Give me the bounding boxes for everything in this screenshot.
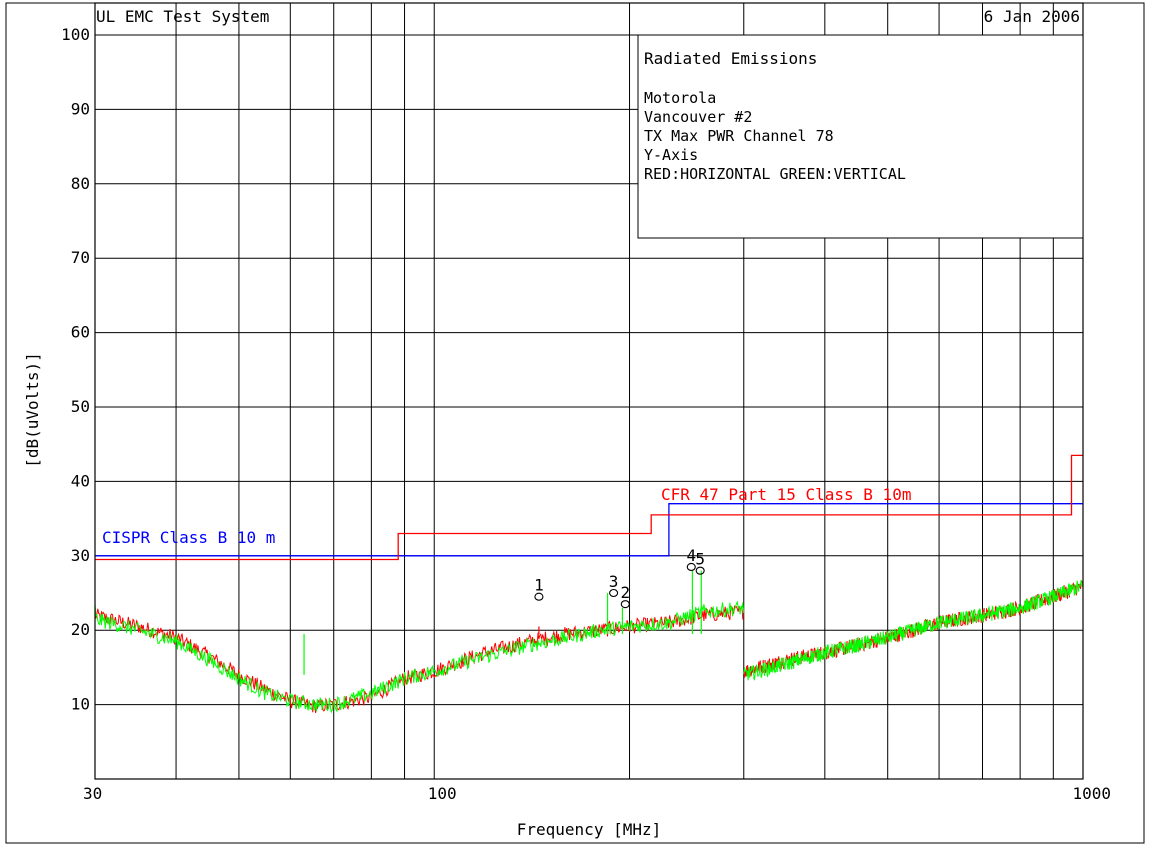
- info-line-site: Vancouver #2: [644, 108, 752, 126]
- y-tick-label: 70: [71, 248, 90, 267]
- peak-marker-label: 3: [609, 572, 619, 591]
- info-box: Radiated Emissions Motorola Vancouver #2…: [637, 34, 1084, 239]
- peak-marker-label: 1: [534, 576, 544, 595]
- peak-marker-circle: [686, 562, 696, 572]
- peak-marker-circle: [609, 588, 619, 598]
- peak-marker-label: 5: [695, 550, 705, 569]
- y-tick-label: 10: [71, 695, 90, 714]
- limit-lines: [95, 454, 1083, 561]
- vertical-trace: [743, 579, 1084, 681]
- info-line-manufacturer: Motorola: [644, 89, 716, 107]
- y-axis-label: [dB(uVolts)]: [23, 352, 42, 468]
- y-tick-label: 50: [71, 397, 90, 416]
- info-box-title: Radiated Emissions: [644, 49, 817, 68]
- y-tick-label: 20: [71, 620, 90, 639]
- y-tick-label: 80: [71, 174, 90, 193]
- peak-marker-label: 2: [620, 583, 630, 602]
- y-tick-label: 100: [61, 25, 90, 44]
- x-tick-label: 30: [83, 784, 102, 803]
- y-tick-label: 90: [71, 99, 90, 118]
- info-box-frame: [637, 34, 1084, 239]
- vertical-trace: [94, 600, 745, 714]
- info-line-mode: TX Max PWR Channel 78: [644, 127, 834, 145]
- limit-line: [95, 454, 1083, 561]
- peak-marker-label: 4: [686, 546, 696, 565]
- tick-labels: 10 20 30 40 50 60 70 80 90 100 30 100 1000: [61, 25, 1111, 803]
- peak-marker-circle: [695, 566, 705, 575]
- info-line-legend: RED:HORIZONTAL GREEN:VERTICAL: [644, 165, 906, 183]
- peak-markers: 1 23 4 5: [534, 546, 705, 609]
- x-axis-label: Frequency [MHz]: [517, 820, 662, 839]
- fcc-limit-label: CFR 47 Part 15 Class B 10m: [661, 485, 911, 504]
- y-tick-label: 30: [71, 546, 90, 565]
- plot-area-border: [94, 2, 1084, 780]
- x-tick-label: 1000: [1072, 784, 1111, 803]
- system-title: UL EMC Test System: [96, 7, 269, 26]
- peak-marker-circle: [620, 600, 630, 609]
- info-line-axis: Y-Axis: [644, 146, 698, 164]
- report-date: 6 Jan 2006: [984, 7, 1080, 26]
- horizontal-trace: [94, 605, 744, 714]
- cispr-limit-label: CISPR Class B 10 m: [102, 528, 275, 547]
- peak-marker-circle: [534, 592, 544, 601]
- y-tick-label: 40: [71, 471, 90, 490]
- y-tick-label: 60: [71, 323, 90, 342]
- measurement-traces: [94, 570, 1084, 714]
- x-tick-label: 100: [428, 784, 457, 803]
- limit-line: [95, 503, 1083, 557]
